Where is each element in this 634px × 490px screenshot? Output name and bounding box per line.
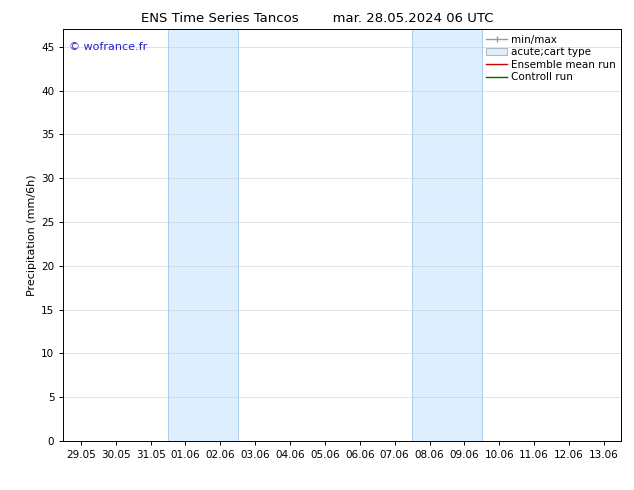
Bar [168,29,238,441]
Text: ENS Time Series Tancos        mar. 28.05.2024 06 UTC: ENS Time Series Tancos mar. 28.05.2024 0… [141,12,493,25]
Bar [412,29,482,441]
Text: © wofrance.fr: © wofrance.fr [69,42,147,52]
Legend: min/max, acute;cart type, Ensemble mean run, Controll run: min/max, acute;cart type, Ensemble mean … [483,31,619,86]
Y-axis label: Precipitation (mm/6h): Precipitation (mm/6h) [27,174,37,296]
